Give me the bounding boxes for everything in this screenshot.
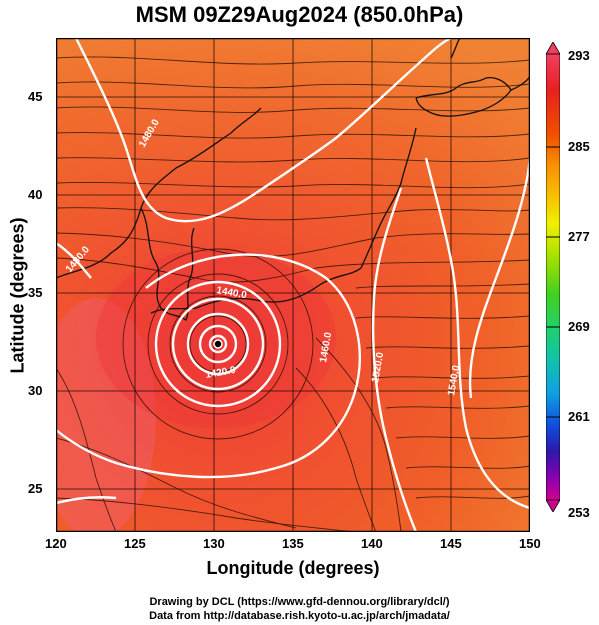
y-tick-35: 35 bbox=[28, 285, 43, 300]
height-contours bbox=[56, 38, 530, 532]
contour-typhoon-1460 bbox=[154, 280, 282, 408]
x-tick-120: 120 bbox=[45, 536, 67, 551]
contour-1540 bbox=[424, 157, 530, 510]
wind-streamlines bbox=[56, 56, 530, 532]
coastline-korea bbox=[140, 207, 195, 321]
contour-typhoon-1420 bbox=[186, 312, 250, 376]
x-tick-150: 150 bbox=[519, 536, 541, 551]
contour-label-6: 1520.0 bbox=[370, 351, 386, 383]
coastline-kyushu-shikoku-honshu bbox=[150, 127, 417, 314]
credit-text: Drawing by DCL (https://www.gfd-dennou.o… bbox=[0, 595, 599, 623]
contour-label-7: 1540.0 bbox=[446, 364, 462, 396]
coastline-china-east bbox=[56, 107, 262, 279]
y-tick-40: 40 bbox=[28, 187, 43, 202]
contour-1500-southwest bbox=[56, 496, 117, 505]
contour-1560 bbox=[468, 157, 530, 399]
colorbar-label-5: 261 bbox=[568, 409, 590, 424]
contour-label-3: 1440.0 bbox=[215, 285, 247, 301]
map-plot-area: 1480.0 1480.0 1440.0 1460.0 1420.0 1520.… bbox=[56, 38, 530, 532]
contour-typhoon-1440 bbox=[171, 297, 265, 391]
contour-1480-north bbox=[74, 38, 452, 223]
colorbar-top-arrow bbox=[546, 42, 560, 55]
contour-label-5: 1420.0 bbox=[205, 365, 237, 381]
x-tick-135: 135 bbox=[282, 536, 304, 551]
x-tick-130: 130 bbox=[203, 536, 225, 551]
x-tick-140: 140 bbox=[361, 536, 383, 551]
contour-typhoon-core bbox=[208, 334, 228, 354]
typhoon-center-marker bbox=[213, 339, 223, 349]
colorbar bbox=[546, 42, 560, 512]
contour-1500 bbox=[56, 253, 361, 479]
credit-line-1: Drawing by DCL (https://www.gfd-dennou.o… bbox=[149, 596, 450, 608]
contour-1480-west bbox=[56, 242, 92, 279]
colorbar-label-max: 293 bbox=[568, 48, 590, 63]
colorbar-label-4: 269 bbox=[568, 319, 590, 334]
plot-frame bbox=[56, 38, 530, 532]
credit-line-2: Data from http://database.rish.kyoto-u.a… bbox=[149, 610, 450, 622]
colorbar-bottom-arrow bbox=[546, 499, 560, 512]
colorbar-label-2: 285 bbox=[568, 139, 590, 154]
warm-patch-west bbox=[56, 298, 156, 532]
warm-patch-typhoon bbox=[96, 248, 336, 428]
colorbar-label-min: 253 bbox=[568, 505, 590, 520]
chart-title: MSM 09Z29Aug2024 (850.0hPa) bbox=[135, 2, 464, 27]
contour-typhoon-1400 bbox=[198, 324, 238, 364]
x-tick-125: 125 bbox=[124, 536, 146, 551]
y-tick-25: 25 bbox=[28, 481, 43, 496]
colorbar-label-3: 277 bbox=[568, 229, 590, 244]
y-axis-label: Latitude (degrees) bbox=[7, 217, 28, 374]
contour-label-4: 1460.0 bbox=[318, 331, 334, 363]
x-axis-label: Longitude (degrees) bbox=[206, 558, 380, 578]
colorbar-scale bbox=[546, 53, 560, 501]
y-tick-45: 45 bbox=[28, 89, 43, 104]
x-tick-145: 145 bbox=[440, 536, 462, 551]
contour-1520 bbox=[371, 187, 418, 532]
y-tick-30: 30 bbox=[28, 383, 43, 398]
